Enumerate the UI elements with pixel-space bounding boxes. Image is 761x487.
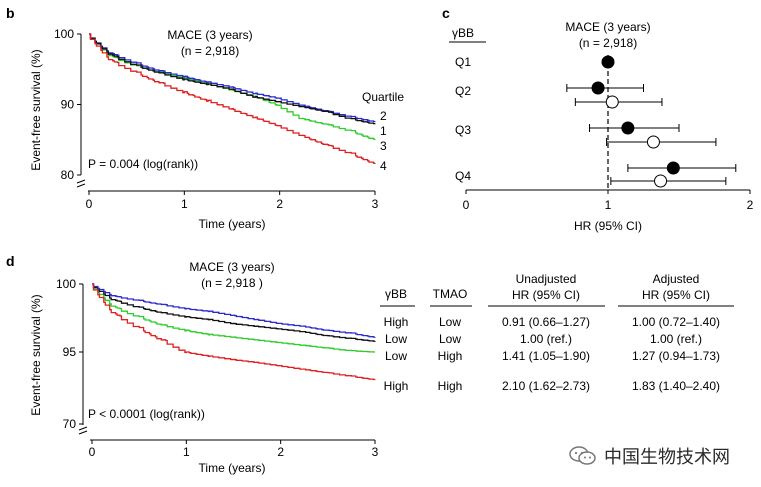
panel-b-legend-title: Quartile [362, 90, 404, 104]
table-cell: High [384, 379, 409, 393]
table-header: TMAO [433, 287, 468, 301]
y-tick-label: 80 [61, 168, 75, 182]
hr-point-adjusted [605, 95, 619, 109]
x-tick-label: 1 [181, 197, 188, 211]
panel-b-pvalue: P = 0.004 (log(rank)) [88, 157, 198, 171]
table-header: γBB [385, 287, 407, 301]
table-cell: Low [385, 332, 407, 346]
panel-d-pvalue: P < 0.0001 (log(rank)) [88, 407, 205, 421]
table-header: HR (95% CI) [512, 288, 580, 302]
panel-b-lines [89, 33, 376, 164]
panel-letter-c: c [442, 5, 450, 21]
x-tick-label: 1 [183, 445, 190, 459]
hr-point-unadjusted [591, 81, 605, 95]
panel-c-title: MACE (3 years) [565, 20, 650, 34]
panel-letter-b: b [6, 5, 15, 21]
y-tick-label: 70 [63, 417, 77, 431]
panel-c-plot: 0 1 2 Q1 Q2 Q3 Q4 [455, 55, 754, 212]
panel-c-xlabel: HR (95% CI) [574, 219, 642, 233]
table-cell: Low [439, 315, 461, 329]
panel-b-ylabel: Event-free survival (%) [29, 49, 43, 170]
panel-b-xlabel: Time (years) [199, 217, 266, 231]
panel-d-lines [92, 283, 376, 381]
table-header: Unadjusted [516, 272, 577, 286]
panel-letter-d: d [6, 253, 15, 269]
survival-line-q4 [89, 33, 376, 164]
panel-c-subtitle: (n = 2,918) [579, 36, 637, 50]
y-tick-label: 100 [56, 277, 76, 291]
panel-c: c γBB MACE (3 years) (n = 2,918) HR (95%… [442, 5, 754, 233]
x-tick-label: 2 [276, 197, 283, 211]
y-axis-break-icon [76, 179, 86, 188]
y-tick-label: 95 [63, 345, 77, 359]
panel-d-table: γBB TMAO Unadjusted HR (95% CI) Adjusted HR (… [380, 272, 734, 393]
x-tick-label: 0 [86, 197, 93, 211]
table-header: Adjusted [653, 272, 700, 286]
table-cell: Low [439, 332, 461, 346]
table-cell: High [438, 379, 463, 393]
panel-b-legend: 213 4 [380, 109, 387, 173]
hr-point-unadjusted [621, 121, 635, 135]
x-tick-label: 3 [372, 197, 379, 211]
survival-line-4 [92, 283, 376, 381]
hr-point-adjusted [646, 135, 660, 149]
hr-point-adjusted [654, 174, 668, 188]
category-label-q1: Q1 [455, 55, 471, 69]
panel-d-title: MACE (3 years) [189, 260, 274, 274]
table-cell: 1.83 (1.40–2.40) [632, 379, 720, 393]
y-tick-label: 100 [54, 27, 74, 41]
panel-d: d MACE (3 years) (n = 2,918 ) Event-free… [6, 253, 734, 475]
table-cell: Low [385, 349, 407, 363]
survival-line-3 [92, 283, 375, 353]
hr-point-unadjusted [666, 161, 680, 175]
category-label-q2: Q2 [455, 84, 471, 98]
panel-d-ylabel: Event-free survival (%) [29, 294, 43, 415]
survival-line-q1 [89, 33, 376, 125]
table-cell: 1.41 (1.05–1.90) [502, 349, 590, 363]
wechat-icon [569, 446, 596, 465]
watermark: 中国生物技术网 [568, 443, 758, 469]
panel-b: b MACE (3 years) (n = 2,918) Event-free … [6, 5, 404, 231]
panel-b-axes: 80 90 100 0 1 2 3 [54, 27, 379, 211]
table-cell: High [438, 349, 463, 363]
survival-line-1 [92, 283, 376, 338]
legend-label-q4: 4 [380, 159, 387, 173]
x-tick-label: 2 [277, 445, 284, 459]
panel-d-xlabel: Time (years) [199, 461, 266, 475]
watermark-text: 中国生物技术网 [604, 447, 730, 468]
y-axis-break-icon [78, 426, 88, 435]
table-cell: 2.10 (1.62–2.73) [502, 379, 590, 393]
legend-label-q1: 1 [380, 124, 387, 138]
hr-point-unadjusted [601, 55, 615, 69]
panel-b-title: MACE (3 years) [167, 28, 252, 42]
table-cell: High [384, 315, 409, 329]
x-tick-label: 0 [463, 198, 470, 212]
table-cell: 1.27 (0.94–1.73) [632, 349, 720, 363]
panel-d-subtitle: (n = 2,918 ) [201, 276, 263, 290]
category-label-q3: Q3 [455, 123, 471, 137]
table-cell: 1.00 (0.72–1.40) [632, 315, 720, 329]
panel-b-subtitle: (n = 2,918) [181, 44, 239, 58]
category-label-q4: Q4 [455, 169, 471, 183]
x-tick-label: 1 [605, 198, 612, 212]
table-cell: 1.00 (ref.) [650, 332, 702, 346]
x-tick-label: 0 [89, 445, 96, 459]
panel-d-axes: 70 95 100 0 1 2 3 [56, 277, 379, 459]
table-header: HR (95% CI) [642, 288, 710, 302]
table-cell: 0.91 (0.66–1.27) [502, 315, 590, 329]
x-tick-label: 3 [372, 445, 379, 459]
y-tick-label: 90 [61, 98, 75, 112]
panel-c-column-header: γBB [452, 26, 474, 40]
survival-line-2 [92, 283, 376, 342]
legend-label-q2: 2 [380, 109, 387, 123]
legend-label-q3: 3 [380, 139, 387, 153]
x-tick-label: 2 [747, 198, 754, 212]
table-cell: 1.00 (ref.) [520, 332, 572, 346]
